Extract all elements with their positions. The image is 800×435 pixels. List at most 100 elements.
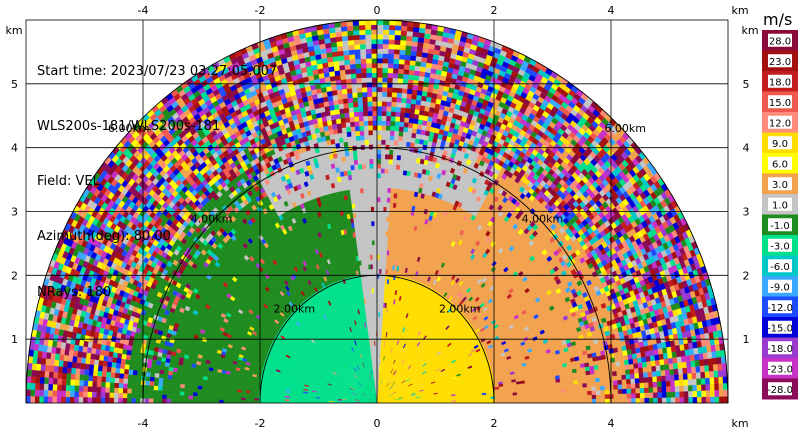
velocity-cell <box>653 392 658 398</box>
velocity-cell <box>648 381 654 388</box>
velocity-cell <box>701 384 707 391</box>
velocity-cell <box>495 398 500 401</box>
velocity-cell <box>636 357 643 364</box>
velocity-cell <box>585 374 591 380</box>
velocity-cell <box>646 366 653 373</box>
velocity-cell <box>653 397 658 404</box>
velocity-cell <box>611 366 617 372</box>
velocity-cell <box>657 391 663 398</box>
velocity-cell <box>667 351 673 359</box>
velocity-cell <box>695 365 701 373</box>
velocity-cell <box>560 392 566 397</box>
velocity-cell <box>673 368 679 375</box>
velocity-cell <box>676 356 682 363</box>
velocity-cell <box>596 394 601 399</box>
velocity-cell <box>621 379 627 385</box>
velocity-cell <box>681 361 687 369</box>
velocity-cell <box>633 362 639 369</box>
velocity-cell <box>679 391 685 398</box>
velocity-cell <box>552 392 557 397</box>
velocity-cell <box>705 377 711 385</box>
velocity-cell <box>691 366 697 374</box>
velocity-cell <box>651 370 657 377</box>
velocity-cell <box>644 392 650 399</box>
velocity-cell <box>696 384 702 391</box>
velocity-cell <box>679 385 685 392</box>
velocity-cell <box>644 397 650 404</box>
velocity-cell <box>675 391 680 398</box>
velocity-cell <box>517 400 522 404</box>
velocity-cell <box>642 366 648 373</box>
velocity-cell <box>591 381 596 387</box>
velocity-cell <box>600 385 605 391</box>
velocity-cell <box>612 370 618 377</box>
velocity-cell <box>664 363 670 371</box>
velocity-cell <box>650 360 656 367</box>
velocity-cell <box>591 386 597 391</box>
velocity-cell <box>697 396 702 404</box>
velocity-cell <box>683 379 689 386</box>
velocity-cell <box>640 397 645 404</box>
velocity-cell <box>618 355 625 362</box>
velocity-cell <box>648 392 654 398</box>
velocity-cell <box>574 391 579 396</box>
velocity-cell <box>696 390 702 398</box>
velocity-cell <box>674 379 680 387</box>
velocity-cell <box>687 378 693 386</box>
velocity-cell <box>526 399 531 404</box>
velocity-cell <box>565 391 571 396</box>
velocity-cell <box>538 390 544 394</box>
velocity-cell <box>591 394 597 400</box>
velocity-cell <box>665 380 671 387</box>
velocity-cell <box>586 378 592 384</box>
velocity-cell <box>699 359 705 367</box>
velocity-cell <box>655 364 661 372</box>
velocity-cell <box>639 382 645 389</box>
velocity-cell <box>683 385 689 392</box>
velocity-cell <box>692 390 698 398</box>
velocity-cell <box>630 388 636 394</box>
velocity-cell <box>661 380 667 387</box>
velocity-cell <box>666 397 672 404</box>
velocity-cell <box>712 357 718 365</box>
velocity-cell <box>670 397 676 404</box>
velocity-cell <box>703 358 709 366</box>
velocity-cell <box>587 398 593 404</box>
velocity-cell <box>565 395 571 400</box>
velocity-cell <box>635 382 641 389</box>
velocity-cell <box>596 398 601 404</box>
velocity-cell <box>620 364 626 371</box>
velocity-cell <box>613 398 619 404</box>
velocity-cell <box>683 396 689 404</box>
velocity-cell <box>529 387 535 392</box>
velocity-cell <box>708 364 714 372</box>
velocity-cell <box>696 378 702 385</box>
velocity-cell <box>660 375 667 382</box>
velocity-cell <box>600 389 606 395</box>
velocity-cell <box>595 385 601 391</box>
velocity-cell <box>668 363 674 370</box>
velocity-cell <box>643 376 649 383</box>
velocity-cell <box>547 399 553 404</box>
velocity-cell <box>637 362 643 369</box>
velocity-cell <box>723 396 729 404</box>
velocity-cell <box>521 400 527 404</box>
velocity-cell <box>598 372 605 378</box>
velocity-cell <box>651 365 657 372</box>
velocity-cell <box>714 396 720 404</box>
velocity-cell <box>704 364 710 372</box>
velocity-cell <box>685 354 691 362</box>
velocity-cell <box>609 389 614 395</box>
velocity-cell <box>635 397 641 404</box>
velocity-cell <box>600 394 606 399</box>
velocity-cell <box>647 376 653 383</box>
velocity-cell <box>560 388 566 393</box>
velocity-cell <box>504 397 509 401</box>
velocity-cell <box>525 394 531 398</box>
velocity-cell <box>666 391 672 398</box>
velocity-cell <box>654 354 660 361</box>
velocity-cell <box>691 378 697 386</box>
velocity-cell <box>718 376 724 384</box>
velocity-cell <box>625 373 631 380</box>
